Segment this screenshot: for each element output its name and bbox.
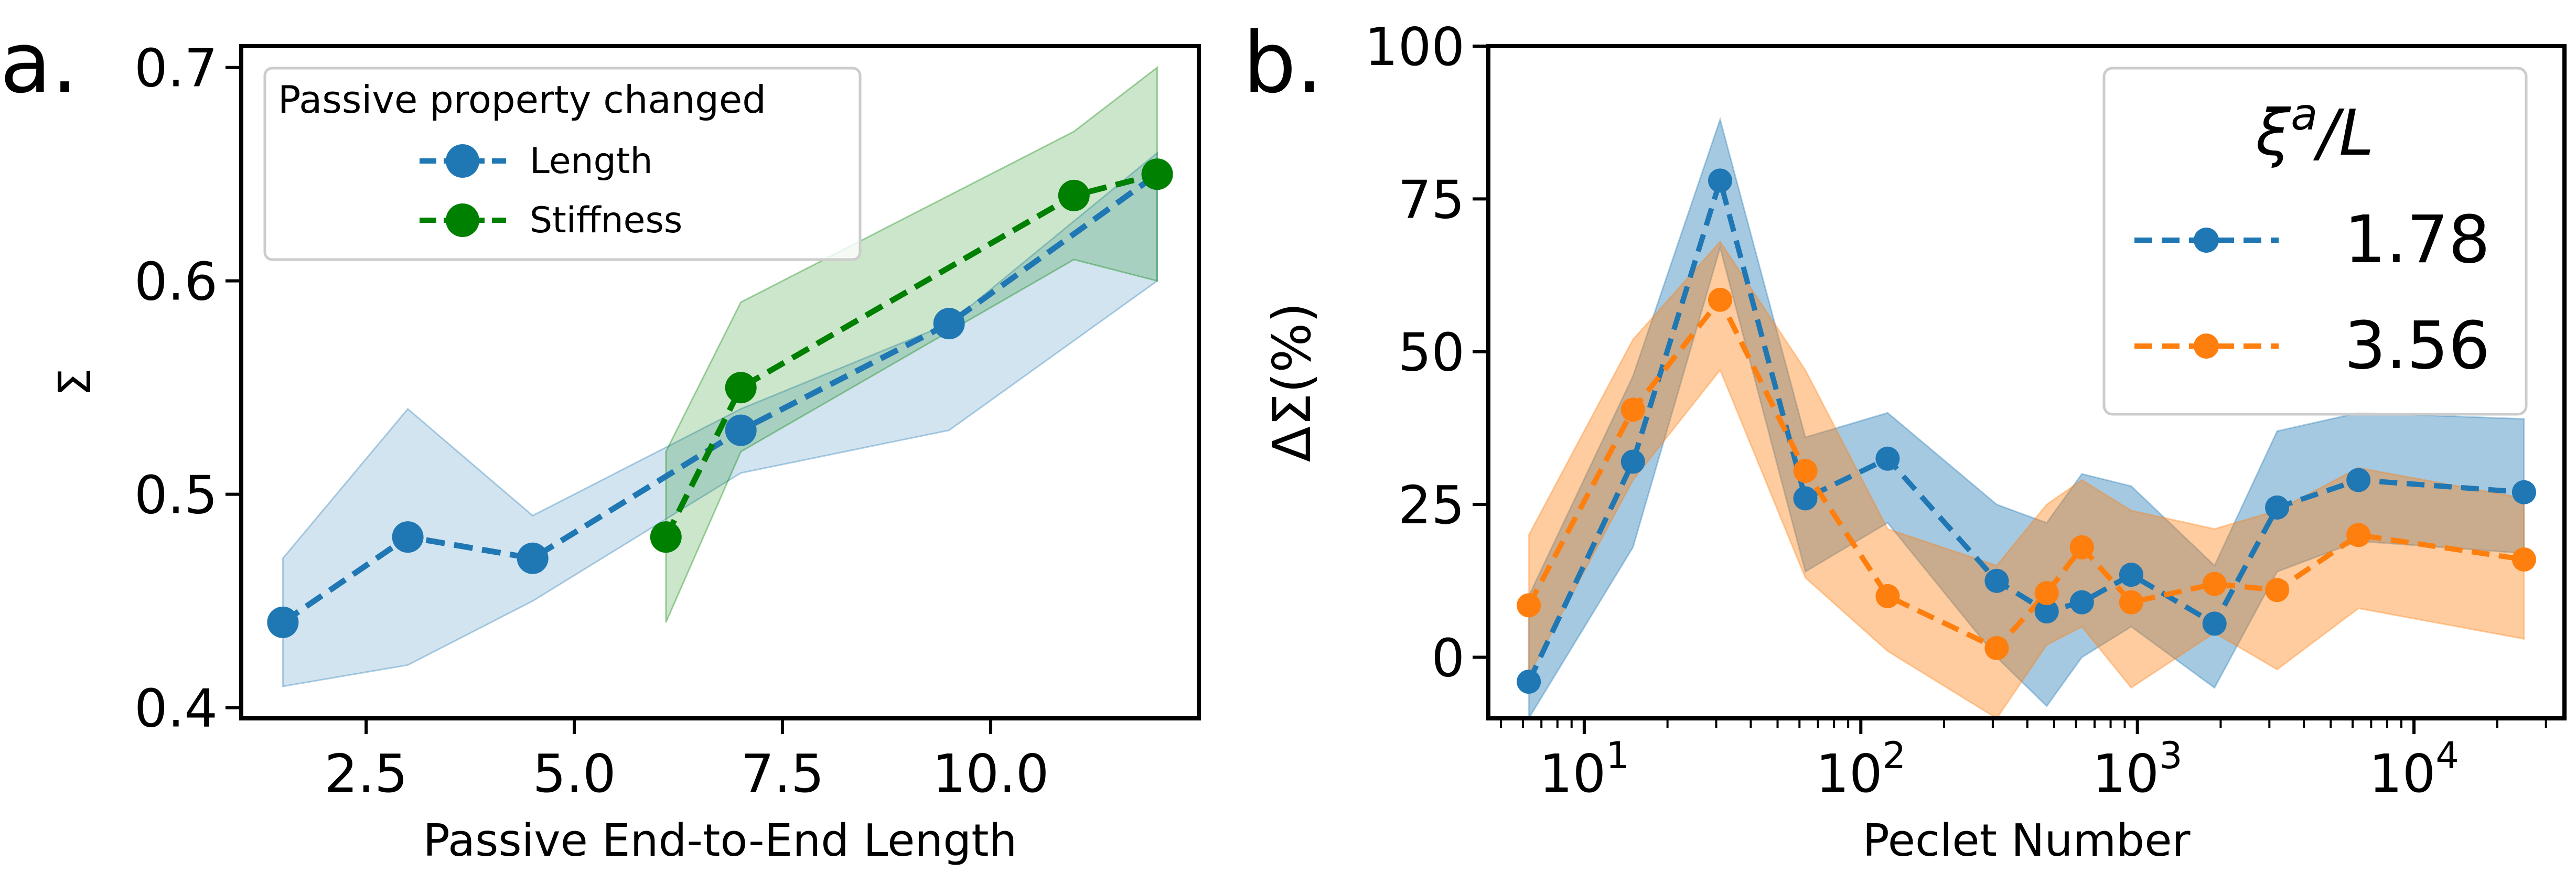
chart-b-point-1-78-3 [1793, 486, 1818, 511]
chart-a-legend-label-stiffness: Stiffness [530, 200, 682, 241]
panel-a-label: a. [0, 14, 78, 112]
chart-b-legend-title-symbol: ξ [2255, 97, 2291, 170]
chart-b-point-1-78-2 [1708, 168, 1732, 193]
chart-b-point-3-56-1 [1620, 397, 1645, 422]
chart-b-point-3-56-2 [1708, 287, 1732, 312]
chart-a-point-stiffness-2 [1058, 179, 1090, 211]
chart-a-line-length [281, 171, 1159, 625]
chart-b-point-3-56-11 [2346, 523, 2371, 547]
chart-b-point-3-56-12 [2511, 547, 2536, 572]
chart-b-point-1-78-10 [2265, 495, 2290, 520]
chart-b-point-1-78-12 [2511, 480, 2536, 504]
chart-b-legend-marker-1-78 [2194, 228, 2219, 253]
chart-b-y-tick-label: 75 [1398, 169, 1465, 230]
chart-b-point-1-78-0 [1517, 670, 1541, 694]
chart-a-point-stiffness-1 [725, 372, 757, 404]
chart-b-point-3-56-7 [2069, 535, 2094, 559]
chart-a-y-tick-label: 0.7 [134, 38, 218, 99]
chart-b-point-1-78-5 [1984, 568, 2009, 593]
chart-b-point-3-56-6 [2034, 581, 2059, 606]
chart-a-point-stiffness-3 [1141, 158, 1173, 190]
chart-a-x-tick-label: 5.0 [533, 743, 616, 804]
chart-a-y-tick-label: 0.4 [134, 678, 218, 739]
chart-b-point-3-56-5 [1984, 636, 2009, 660]
chart-b-point-1-78-7 [2069, 590, 2094, 615]
chart-a-point-stiffness-0 [650, 521, 682, 553]
chart-b-y-tick-label: 0 [1431, 627, 1465, 688]
chart-a-legend: Passive property changed Length Stiffnes… [263, 67, 862, 261]
chart-a-frame [239, 44, 1201, 720]
chart-b-point-1-78-4 [1875, 446, 1900, 471]
chart-a-legend-label-length: Length [530, 141, 653, 182]
chart-a-y-tick-label: 0.5 [134, 465, 218, 526]
chart-b-y-tick-label: 25 [1398, 475, 1465, 536]
chart-a-legend-marker-stiffness [446, 203, 479, 237]
chart-b-point-3-56-4 [1875, 584, 1900, 608]
chart-b-point-3-56-9 [2202, 572, 2227, 596]
chart-b-legend-box [2102, 67, 2528, 416]
chart-a-y-axis-label: Σ [49, 368, 101, 396]
chart-b-point-3-56-10 [2265, 578, 2290, 602]
chart-b-legend-label-1-78: 1.78 [2344, 202, 2490, 278]
chart-b-point-3-56-0 [1517, 593, 1541, 618]
chart-a-x-tick-label: 7.5 [741, 743, 824, 804]
chart-a-legend-title: Passive property changed [278, 78, 766, 122]
chart-b-point-1-78-9 [2202, 611, 2227, 636]
chart-a-x-axis-label: Passive End-to-End Length [423, 815, 1017, 867]
chart-panel-a: 2.5 5.0 7.5 10.0 0.4 0.5 0.6 0.7 Passive End-t… [49, 38, 1201, 867]
chart-b-x-tick-label: 102 [1816, 734, 1906, 804]
chart-panel-b: 101 102 103 104 0 25 50 75 100 Peclet Number ΔΣ… [1261, 16, 2567, 867]
chart-a-legend-marker-length [446, 144, 479, 178]
chart-b-y-tick-label: 100 [1365, 16, 1465, 78]
chart-a-point-length-2 [517, 542, 549, 574]
chart-a-point-length-0 [267, 606, 299, 638]
panel-b-label: b. [1243, 14, 1323, 112]
chart-b-point-3-56-3 [1793, 459, 1818, 483]
chart-b-x-tick-label: 101 [1539, 734, 1629, 804]
chart-b-point-1-78-8 [2119, 563, 2143, 587]
chart-a-x-tick-label: 10.0 [932, 743, 1049, 804]
chart-b-x-tick-label: 104 [2369, 734, 2459, 804]
chart-b-point-3-56-8 [2119, 590, 2143, 615]
chart-b-y-tick-label: 50 [1398, 322, 1465, 383]
chart-b-point-1-78-6 [2034, 599, 2059, 623]
chart-b-legend-marker-3-56 [2194, 333, 2219, 359]
chart-b-y-axis-label: ΔΣ(%) [1261, 303, 1323, 462]
chart-b-point-1-78-11 [2346, 468, 2371, 492]
chart-a-point-length-1 [392, 521, 424, 553]
chart-a-x-tick-label: 2.5 [325, 743, 408, 804]
chart-b-legend-title-rest: /L [2313, 97, 2374, 170]
chart-a-legend-box [263, 67, 862, 261]
chart-a-band-length [282, 151, 1158, 687]
chart-b-x-tick-label: 103 [2092, 734, 2183, 804]
chart-a-point-length-4 [933, 308, 965, 340]
chart-b-x-axis-label: Peclet Number [1863, 815, 2191, 867]
chart-b-legend-title: ξa/L [2255, 89, 2374, 170]
chart-b-legend-label-3-56: 3.56 [2344, 308, 2490, 384]
chart-a-point-length-3 [725, 414, 757, 446]
chart-b-legend: ξa/L 1.78 3.56 [2102, 67, 2528, 416]
chart-b-point-1-78-1 [1620, 449, 1645, 474]
chart-a-y-tick-label: 0.6 [134, 251, 218, 313]
chart-b-legend-title-sup: a [2291, 89, 2317, 140]
